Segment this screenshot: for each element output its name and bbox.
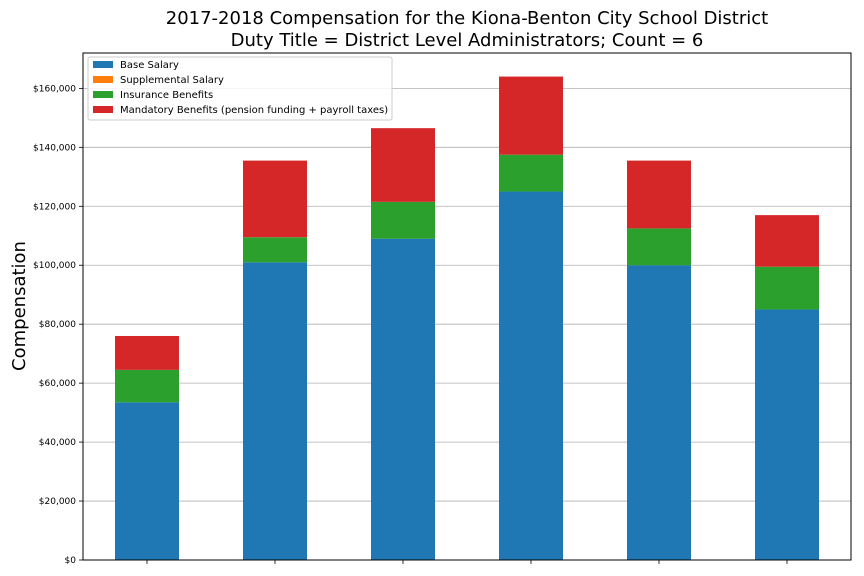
bar-segment [755, 266, 819, 310]
legend-label: Mandatory Benefits (pension funding + pa… [120, 105, 388, 116]
y-ticks: $0 $20,000 $40,000 $60,000 $80,000 $100,000 $1… [33, 84, 83, 566]
bar-segment [115, 335, 179, 370]
y-tick-label: $20,000 [39, 497, 76, 507]
bar-segment [755, 309, 819, 560]
bar-segment [755, 215, 819, 267]
legend-swatch [93, 61, 113, 68]
y-tick-label: $140,000 [33, 143, 76, 153]
legend-box [87, 56, 393, 121]
chart-subtitle: Duty Title = District Level Administrato… [230, 30, 704, 51]
legend-swatch [93, 91, 113, 98]
bar-segment [115, 402, 179, 560]
bar-segment [243, 160, 307, 238]
axes-frame [82, 52, 852, 561]
legend-label: Supplemental Salary [120, 75, 224, 86]
y-tick-label: $60,000 [39, 379, 76, 389]
bar-segment [371, 238, 435, 560]
y-tick-label: $160,000 [33, 84, 76, 94]
y-tick-label: $0 [65, 556, 77, 566]
bar-segment [371, 201, 435, 239]
y-tick-label: $40,000 [39, 438, 76, 448]
bar-segment [627, 228, 691, 266]
legend-swatch [93, 106, 113, 113]
bar-segment [499, 154, 563, 192]
bar-segment [627, 160, 691, 229]
bar-segment [243, 262, 307, 560]
bar-segment [371, 128, 435, 202]
bar-segment [499, 191, 563, 560]
legend-label: Insurance Benefits [120, 90, 213, 101]
bars [115, 76, 819, 560]
legend: Base Salary Supplemental Salary Insurance … [87, 56, 393, 121]
legend-label: Base Salary [120, 60, 179, 71]
y-tick-label: $80,000 [39, 320, 76, 330]
bar-segment [627, 265, 691, 560]
grid-lines [83, 87, 851, 561]
bar-segment [243, 237, 307, 263]
legend-swatch [93, 76, 113, 83]
y-axis-label: Compensation [9, 241, 30, 371]
y-tick-label: $120,000 [33, 202, 76, 212]
x-ticks [146, 560, 788, 564]
y-tick-label: $100,000 [33, 261, 76, 271]
chart-title: 2017-2018 Compensation for the Kiona-Ben… [165, 8, 769, 29]
bar-segment [499, 76, 563, 155]
bar-segment [115, 369, 179, 403]
